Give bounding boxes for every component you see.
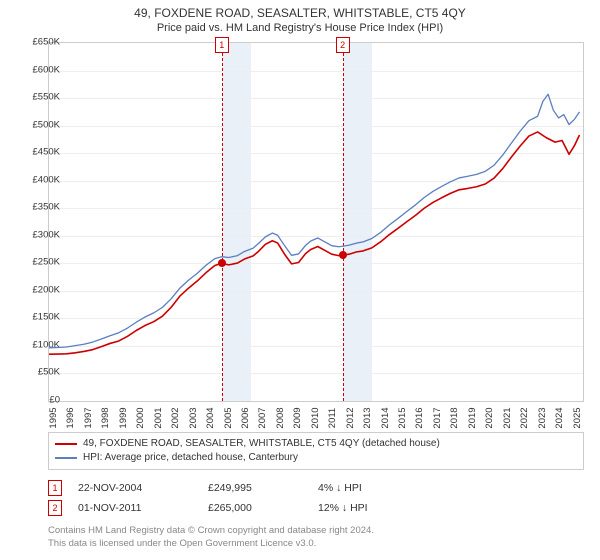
x-tick-label: 1996 <box>65 407 76 428</box>
x-tick-label: 2003 <box>188 407 199 428</box>
x-tick-label: 1999 <box>118 407 129 428</box>
series-legend: 49, FOXDENE ROAD, SEASALTER, WHITSTABLE,… <box>48 432 584 470</box>
sale-price: £249,995 <box>208 482 318 494</box>
x-tick-label: 2000 <box>135 407 146 428</box>
x-tick-label: 2004 <box>205 407 216 428</box>
x-tick-label: 2005 <box>223 407 234 428</box>
x-tick-label: 2010 <box>310 407 321 428</box>
legend-block: 49, FOXDENE ROAD, SEASALTER, WHITSTABLE,… <box>48 432 584 550</box>
sale-date: 22-NOV-2004 <box>78 482 208 494</box>
x-tick-label: 2006 <box>240 407 251 428</box>
x-tick-label: 2021 <box>502 407 513 428</box>
footer-text: Contains HM Land Registry data © Crown c… <box>48 524 584 550</box>
x-tick-label: 2016 <box>414 407 425 428</box>
sale-point-dot <box>339 251 347 259</box>
x-tick-label: 2015 <box>397 407 408 428</box>
x-tick-label: 2007 <box>257 407 268 428</box>
legend-row: HPI: Average price, detached house, Cant… <box>55 451 577 465</box>
footer-line: Contains HM Land Registry data © Crown c… <box>48 524 584 537</box>
x-tick-label: 2022 <box>519 407 530 428</box>
x-tick-label: 2011 <box>327 408 338 428</box>
chart-subtitle: Price paid vs. HM Land Registry's House … <box>0 20 600 38</box>
chart-title: 49, FOXDENE ROAD, SEASALTER, WHITSTABLE,… <box>0 0 600 20</box>
table-row: 1 22-NOV-2004 £249,995 4% ↓ HPI <box>48 478 584 498</box>
legend-swatch <box>55 443 77 445</box>
footer-line: This data is licensed under the Open Gov… <box>48 537 584 550</box>
x-tick-label: 2024 <box>554 407 565 428</box>
legend-row: 49, FOXDENE ROAD, SEASALTER, WHITSTABLE,… <box>55 437 577 451</box>
legend-label: 49, FOXDENE ROAD, SEASALTER, WHITSTABLE,… <box>83 437 440 451</box>
x-tick-label: 2014 <box>380 407 391 428</box>
sale-marker-icon: 1 <box>48 480 62 496</box>
legend-label: HPI: Average price, detached house, Cant… <box>83 451 298 465</box>
x-tick-label: 2023 <box>537 407 548 428</box>
x-tick-label: 2012 <box>345 407 356 428</box>
sales-table: 1 22-NOV-2004 £249,995 4% ↓ HPI 2 01-NOV… <box>48 478 584 518</box>
series-line <box>49 132 580 354</box>
sale-marker-icon: 1 <box>215 37 229 53</box>
x-tick-label: 2017 <box>432 407 443 428</box>
legend-swatch <box>55 457 77 459</box>
x-tick-label: 2008 <box>275 407 286 428</box>
sale-price: £265,000 <box>208 502 318 514</box>
x-tick-label: 2025 <box>572 407 583 428</box>
sale-marker-icon: 2 <box>336 37 350 53</box>
sale-diff: 4% ↓ HPI <box>318 482 584 494</box>
line-layer <box>49 43 583 401</box>
x-tick-label: 2001 <box>153 407 164 428</box>
table-row: 2 01-NOV-2011 £265,000 12% ↓ HPI <box>48 498 584 518</box>
sale-date: 01-NOV-2011 <box>78 502 208 514</box>
x-tick-label: 1997 <box>83 407 94 428</box>
x-tick-label: 1995 <box>48 407 59 428</box>
x-tick-label: 2019 <box>467 407 478 428</box>
plot-area: 12 <box>48 42 584 402</box>
sale-point-dot <box>218 259 226 267</box>
x-tick-label: 2018 <box>449 407 460 428</box>
x-tick-label: 2013 <box>362 407 373 428</box>
series-line <box>49 94 580 348</box>
x-tick-label: 1998 <box>100 407 111 428</box>
x-tick-label: 2009 <box>292 407 303 428</box>
x-tick-label: 2002 <box>170 407 181 428</box>
sale-diff: 12% ↓ HPI <box>318 502 584 514</box>
sale-marker-icon: 2 <box>48 500 62 516</box>
x-tick-label: 2020 <box>484 407 495 428</box>
chart-container: 49, FOXDENE ROAD, SEASALTER, WHITSTABLE,… <box>0 0 600 560</box>
